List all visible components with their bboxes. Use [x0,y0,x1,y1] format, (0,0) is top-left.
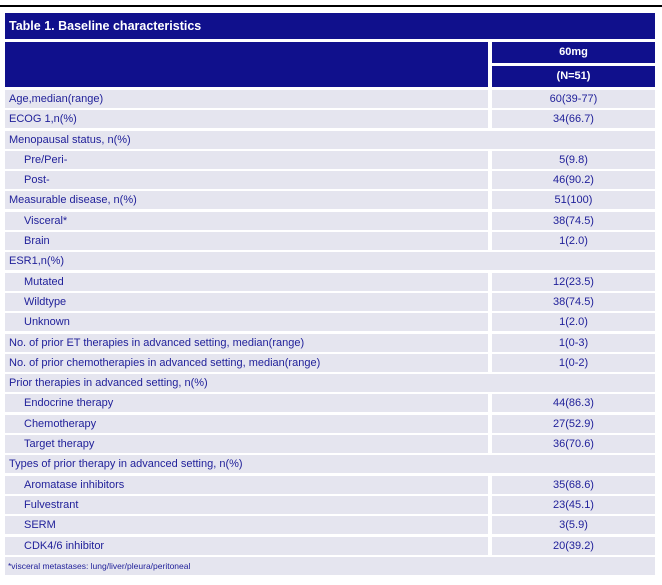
row-label: Measurable disease, n(%) [5,191,488,210]
row-value: 1(2.0) [492,313,655,332]
row-label: Fulvestrant [5,495,488,514]
row-value: 35(68.6) [492,475,655,494]
table-row: Fulvestrant 23(45.1) [5,495,655,514]
row-value: 46(90.2) [492,171,655,190]
table-row: No. of prior ET therapies in advanced se… [5,333,655,352]
table-row: Wildtype 38(74.5) [5,292,655,311]
row-label: Aromatase inhibitors [5,475,488,494]
row-value: 60(39-77) [492,90,655,108]
row-label: Visceral* [5,211,488,230]
row-label: Endocrine therapy [5,394,488,413]
row-label: ESR1,n(%) [5,252,655,271]
row-value: 20(39.2) [492,536,655,555]
row-value: 3(5.9) [492,516,655,535]
baseline-characteristics-table: Table 1. Baseline characteristics 60mg (… [5,13,655,575]
table-row: Aromatase inhibitors 35(68.6) [5,475,655,494]
top-rule-divider [0,5,662,7]
row-value: 44(86.3) [492,394,655,413]
table-row: Target therapy 36(70.6) [5,435,655,454]
row-label: Unknown [5,313,488,332]
table-row: SERM 3(5.9) [5,516,655,535]
row-value: 23(45.1) [492,495,655,514]
row-label: CDK4/6 inhibitor [5,536,488,555]
row-label: No. of prior ET therapies in advanced se… [5,333,488,352]
header-value-column: 60mg (N=51) [492,42,655,87]
table-row: Menopausal status, n(%) [5,130,655,149]
row-label: Menopausal status, n(%) [5,130,655,149]
table-row: CDK4/6 inhibitor 20(39.2) [5,536,655,555]
row-label: Pre/Peri- [5,150,488,169]
column-header-n: (N=51) [492,66,655,87]
table-row: Post- 46(90.2) [5,171,655,190]
table-row: Mutated 12(23.5) [5,272,655,291]
row-label: Chemotherapy [5,414,488,433]
row-value: 38(74.5) [492,292,655,311]
row-label: No. of prior chemotherapies in advanced … [5,353,488,372]
table-row: Pre/Peri- 5(9.8) [5,150,655,169]
row-label: Age,median(range) [5,90,488,108]
table-row: Visceral* 38(74.5) [5,211,655,230]
table-row: ECOG 1,n(%) 34(66.7) [5,110,655,129]
table-row: No. of prior chemotherapies in advanced … [5,353,655,372]
row-value: 36(70.6) [492,435,655,454]
row-value: 38(74.5) [492,211,655,230]
column-header-dose: 60mg [492,42,655,63]
row-label: SERM [5,516,488,535]
table-row: ESR1,n(%) [5,252,655,271]
row-label: Target therapy [5,435,488,454]
row-value: 1(0-2) [492,353,655,372]
table-row: Endocrine therapy 44(86.3) [5,394,655,413]
table-row: Age,median(range) 60(39-77) [5,90,655,108]
table-row: Chemotherapy 27(52.9) [5,414,655,433]
table-footnote: *visceral metastases: lung/liver/pleura/… [5,556,655,575]
table-header-row: 60mg (N=51) [5,42,655,87]
row-value: 1(2.0) [492,232,655,251]
row-value: 34(66.7) [492,110,655,129]
table-row: Measurable disease, n(%) 51(100) [5,191,655,210]
table-row: Prior therapies in advanced setting, n(%… [5,374,655,393]
row-label: Types of prior therapy in advanced setti… [5,455,655,474]
table-row: Unknown 1(2.0) [5,313,655,332]
table-row: Types of prior therapy in advanced setti… [5,455,655,474]
row-value: 5(9.8) [492,150,655,169]
row-value: 27(52.9) [492,414,655,433]
row-label: Wildtype [5,292,488,311]
header-empty-cell [5,42,488,87]
row-value: 51(100) [492,191,655,210]
table-body: Age,median(range) 60(39-77) ECOG 1,n(%) … [5,90,655,555]
row-label: Prior therapies in advanced setting, n(%… [5,374,655,393]
row-label: Brain [5,232,488,251]
row-label: Post- [5,171,488,190]
table-title: Table 1. Baseline characteristics [5,13,655,39]
row-label: Mutated [5,272,488,291]
table-row: Brain 1(2.0) [5,232,655,251]
row-value: 1(0-3) [492,333,655,352]
row-value: 12(23.5) [492,272,655,291]
row-label: ECOG 1,n(%) [5,110,488,129]
